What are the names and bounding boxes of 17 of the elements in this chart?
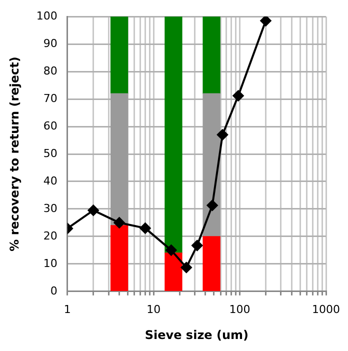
y-axis-title: % recovery to return (reject) [7, 56, 22, 252]
x-tick-label: 100 [229, 302, 250, 316]
x-tick-label: 10 [146, 302, 161, 316]
y-tick-label: 30 [43, 202, 58, 215]
y-tick-label: 10 [43, 256, 58, 270]
y-tick-label: 80 [43, 64, 58, 78]
y-tick-label: 20 [43, 229, 58, 242]
y-tick-label: 90 [43, 36, 58, 50]
y-tick-label: 0 [50, 284, 58, 298]
y-tick-label: 70 [43, 92, 58, 105]
x-tick-label: 1000 [312, 302, 340, 316]
x-axis-title: Sieve size (um) [144, 328, 249, 342]
x-tick-label: 1 [64, 302, 71, 316]
y-tick-label: 40 [43, 174, 58, 188]
y-tick-label: 60 [43, 119, 58, 132]
y-tick-label: 50 [43, 146, 58, 160]
y-tick-label: 100 [36, 9, 58, 22]
